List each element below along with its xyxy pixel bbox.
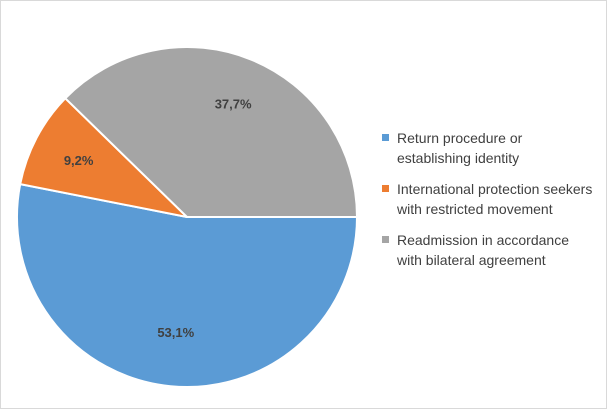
legend-label-return-procedure: Return procedure or establishing identit…: [397, 130, 523, 166]
legend-label-protection-seekers: International protection seekers with re…: [397, 181, 593, 217]
legend-swatch-return-procedure: [382, 134, 389, 141]
legend-item-return-procedure: Return procedure or establishing identit…: [382, 128, 597, 168]
pie-label-protection-seekers: 9,2%: [64, 153, 94, 168]
legend-label-readmission: Readmission in accordance with bilateral…: [397, 232, 569, 268]
legend-item-protection-seekers: International protection seekers with re…: [382, 179, 597, 219]
pie-label-return-procedure: 53,1%: [157, 325, 194, 340]
pie-label-readmission: 37,7%: [215, 97, 252, 112]
legend-item-readmission: Readmission in accordance with bilateral…: [382, 230, 597, 270]
legend-swatch-readmission: [382, 236, 389, 243]
legend-swatch-protection-seekers: [382, 185, 389, 192]
legend: Return procedure or establishing identit…: [382, 128, 597, 281]
pie-slice-protection-seekers: [19, 97, 188, 218]
pie-slice-readmission: [64, 46, 358, 218]
pie-slice-return-procedure: [16, 183, 358, 388]
